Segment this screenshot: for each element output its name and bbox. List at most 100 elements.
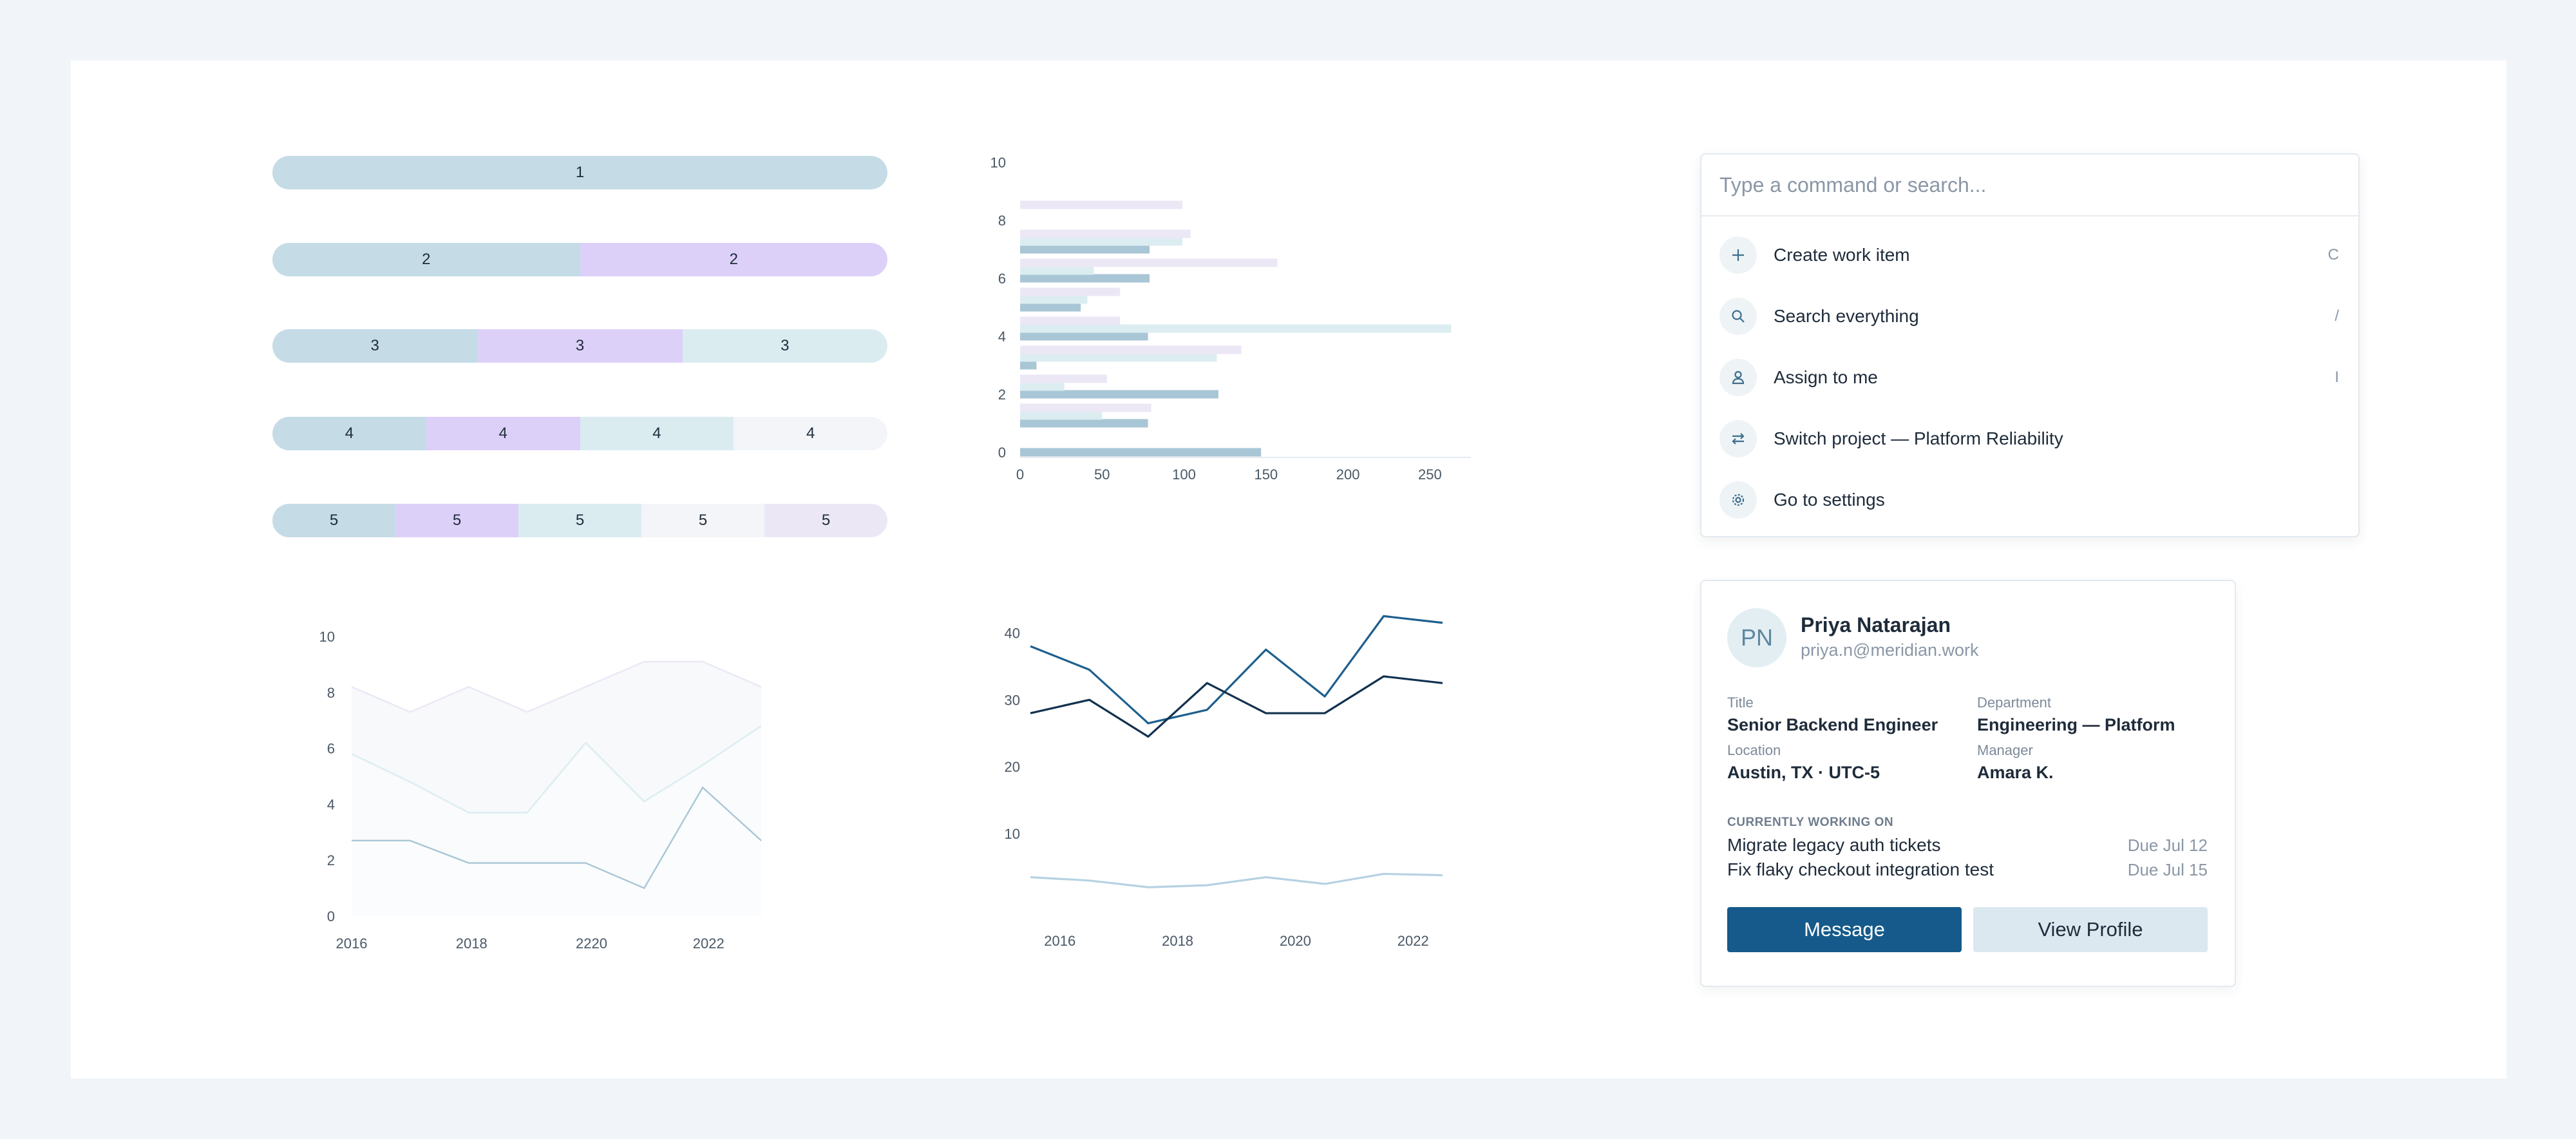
location-value: Austin, TX · UTC-5: [1727, 763, 1880, 782]
search-icon: [1719, 297, 1757, 335]
command-search-input[interactable]: Type a command or search...: [1701, 155, 2358, 216]
location-label: Location: [1727, 742, 1781, 758]
y-tick-label: 10: [990, 155, 1006, 171]
manager-value: Amara K.: [1977, 763, 2054, 782]
x-tick-label: 2022: [693, 935, 724, 952]
bar: [1020, 448, 1262, 457]
y-tick-label: 4: [998, 329, 1006, 345]
y-tick-label: 40: [1005, 625, 1020, 641]
command-item-switch-project[interactable]: Switch project — Platform Reliability: [1701, 408, 2358, 469]
bar: [1020, 229, 1191, 238]
segment-bar-2: 2 2: [272, 243, 887, 276]
x-tick-label: 250: [1418, 466, 1442, 483]
segment-bar-5: 5 5 5 5 5: [272, 504, 887, 537]
y-tick-label: 4: [327, 796, 335, 812]
bar: [1020, 353, 1217, 362]
view-profile-button[interactable]: View Profile: [1973, 907, 2208, 952]
area-series-line: [351, 660, 762, 713]
line-series: [1030, 872, 1443, 888]
x-tick-label: 0: [1016, 466, 1024, 483]
command-item-search-everything[interactable]: Search everything /: [1701, 285, 2358, 347]
department-value: Engineering — Platform: [1977, 715, 2175, 734]
y-tick-label: 0: [327, 908, 335, 924]
y-tick-label: 30: [1005, 692, 1020, 708]
department-label: Department: [1977, 694, 2051, 711]
x-tick-label: 150: [1254, 466, 1278, 483]
bar: [1020, 419, 1148, 428]
bar: [1020, 258, 1278, 267]
y-tick-label: 10: [1005, 826, 1020, 842]
x-tick-label: 100: [1172, 466, 1196, 483]
task-due: Due Jul 15: [2127, 860, 2208, 879]
bar: [1020, 411, 1103, 420]
area-series-line: [352, 786, 762, 890]
manager-label: Manager: [1977, 742, 2033, 758]
segment: 4: [272, 417, 426, 450]
task-due: Due Jul 12: [2127, 836, 2208, 855]
bar: [1020, 237, 1182, 246]
title-label: Title: [1727, 694, 1754, 711]
x-tick-label: 2018: [1162, 933, 1193, 949]
y-tick-label: 8: [998, 213, 1006, 229]
segment-bar-4: 4 4 4 4: [272, 417, 887, 450]
command-label: Go to settings: [1774, 489, 1885, 510]
segment-bar-3: 3 3 3: [272, 329, 887, 363]
segment: 5: [395, 504, 518, 537]
user-icon: [1719, 358, 1757, 396]
command-label: Create work item: [1774, 244, 1910, 265]
command-palette: Type a command or search... Create work …: [1700, 153, 2360, 537]
y-tick-label: 2: [998, 387, 1006, 403]
bar: [1020, 361, 1037, 370]
segment: 5: [518, 504, 641, 537]
area-chart: 0 2 4 6 8 10 2016 2018 2220 2022: [319, 629, 762, 952]
segment: 5: [272, 504, 395, 537]
bar: [1020, 374, 1107, 383]
bar: [1020, 332, 1148, 341]
profile-email[interactable]: priya.n@meridian.work: [1801, 640, 1979, 660]
y-tick-label: 10: [319, 629, 335, 645]
segment: 3: [477, 329, 683, 363]
x-tick-label: 2022: [1397, 933, 1429, 949]
x-tick-label: 200: [1336, 466, 1360, 483]
area-fill: [352, 787, 761, 916]
area-series-line: [351, 725, 762, 814]
bar: [1020, 390, 1218, 399]
bar: [1020, 266, 1094, 275]
bar: [1020, 245, 1150, 254]
command-item-assign-to-me[interactable]: Assign to me I: [1701, 347, 2358, 408]
x-tick-label: 2016: [336, 935, 368, 952]
segment: 2: [580, 243, 887, 276]
line-series: [1030, 675, 1443, 738]
segment: 4: [426, 417, 580, 450]
task-name[interactable]: Migrate legacy auth tickets: [1727, 835, 1941, 855]
shortcut-key: I: [2334, 368, 2339, 386]
task-name[interactable]: Fix flaky checkout integration test: [1727, 859, 1994, 879]
command-item-create-work-item[interactable]: Create work item C: [1701, 224, 2358, 285]
command-label: Assign to me: [1774, 367, 1878, 387]
bar: [1020, 274, 1150, 283]
bar: [1020, 316, 1121, 325]
segment: 3: [682, 329, 887, 363]
segment: 5: [764, 504, 887, 537]
line-chart: 10 20 30 40 2016 2018 2020 2022: [1005, 615, 1443, 949]
x-tick-label: 2016: [1044, 933, 1075, 949]
command-item-go-to-settings[interactable]: Go to settings: [1701, 469, 2358, 530]
bar: [1020, 403, 1151, 412]
profile-name: Priya Natarajan: [1801, 613, 1951, 636]
avatar: PN: [1727, 608, 1786, 667]
bar: [1020, 324, 1452, 333]
gear-icon: [1719, 481, 1757, 519]
y-tick-label: 20: [1005, 759, 1020, 775]
working-on-heading: CURRENTLY WORKING ON: [1727, 816, 1894, 829]
bar: [1020, 200, 1182, 209]
message-button[interactable]: Message: [1727, 907, 1962, 952]
segment: 5: [641, 504, 764, 537]
title-value: Senior Backend Engineer: [1727, 715, 1938, 734]
shortcut-key: /: [2334, 307, 2339, 325]
profile-card: PN Priya Natarajan priya.n@meridian.work…: [1700, 580, 2236, 987]
command-label: Switch project — Platform Reliability: [1774, 428, 2063, 448]
swap-icon: [1719, 419, 1757, 457]
y-tick-label: 2: [327, 852, 335, 868]
y-tick-label: 8: [327, 685, 335, 701]
plus-icon: [1719, 236, 1757, 274]
